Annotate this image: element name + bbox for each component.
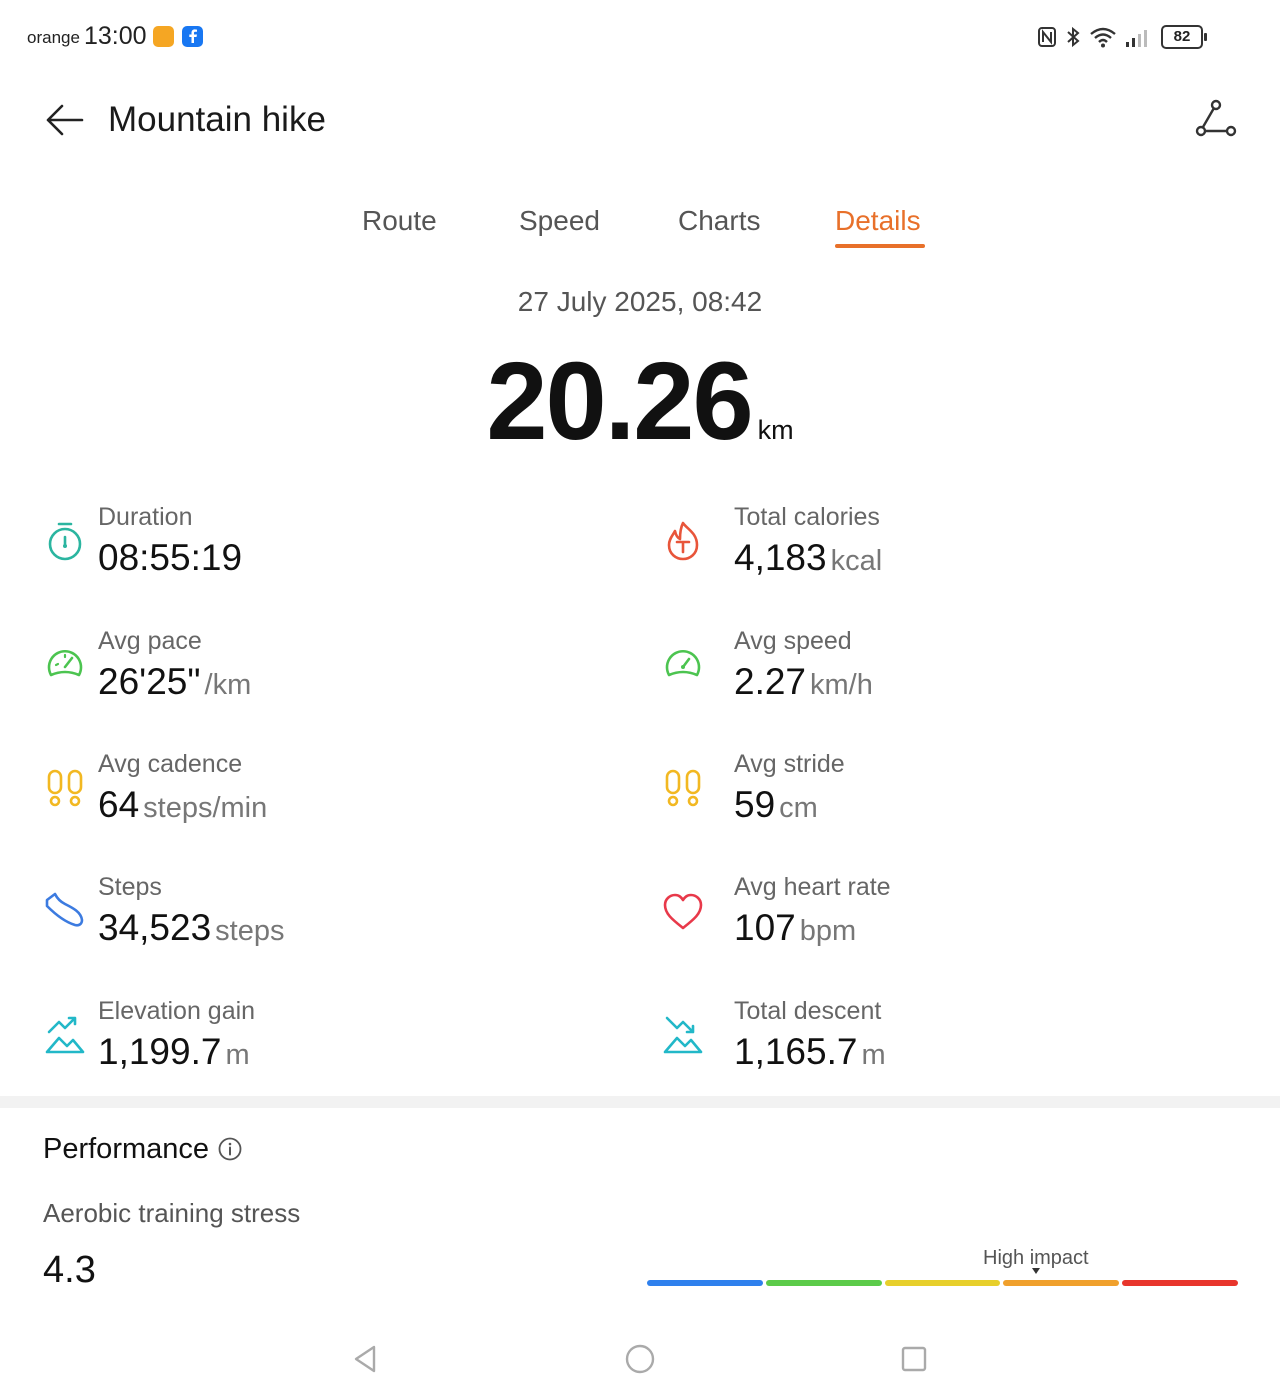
route-button[interactable] <box>1192 98 1240 142</box>
info-icon[interactable] <box>218 1137 242 1161</box>
stopwatch-icon <box>48 522 82 561</box>
distance-value: 20.26 <box>486 340 753 463</box>
impact-level-label: High impact <box>983 1247 1089 1269</box>
stat-value: 1,199.7 m <box>98 1031 250 1072</box>
back-arrow-icon <box>46 104 84 136</box>
stat-label: Duration <box>98 503 193 531</box>
tab-route[interactable]: Route <box>362 205 437 236</box>
status-icons: 82 <box>1037 24 1207 50</box>
section-divider <box>0 1096 1280 1108</box>
nav-home-icon[interactable] <box>624 1343 656 1375</box>
bluetooth-icon <box>1067 26 1080 48</box>
speed-gauge-icon <box>665 649 701 677</box>
tab-speed[interactable]: Speed <box>519 205 600 236</box>
stat-value: 107 bpm <box>734 907 857 948</box>
notification-app-icon <box>153 26 174 47</box>
battery-indicator: 82 <box>1161 25 1207 49</box>
shoe-icon <box>45 892 84 927</box>
stat-value: 59 cm <box>734 784 818 825</box>
scale-segment <box>765 1280 882 1286</box>
back-button[interactable] <box>42 97 88 143</box>
stat-label: Total calories <box>734 503 880 531</box>
heart-icon <box>663 893 703 930</box>
elevation-gain-icon <box>45 1016 85 1054</box>
workout-date: 27 July 2025, 08:42 <box>517 286 763 317</box>
stat-label: Total descent <box>734 997 882 1025</box>
scale-segment <box>647 1280 763 1286</box>
training-stress-scale <box>647 1280 1238 1286</box>
signal-icon <box>1126 30 1147 47</box>
tab-details[interactable]: Details <box>835 205 921 236</box>
performance-title: Performance <box>43 1133 210 1165</box>
aerobic-training-stress-label: Aerobic training stress <box>43 1198 301 1228</box>
descent-icon <box>663 1016 703 1054</box>
aerobic-training-stress-value: 4.3 <box>43 1249 96 1291</box>
distance-unit: km <box>757 415 794 445</box>
stat-label: Avg pace <box>98 627 202 655</box>
stat-value: 26'25"/km <box>98 661 252 702</box>
status-time: 13:00 <box>84 22 147 50</box>
stat-label: Steps <box>98 873 162 901</box>
impact-marker <box>1032 1268 1040 1274</box>
nfc-icon <box>1038 27 1056 47</box>
stat-value: 2.27 km/h <box>734 661 873 702</box>
active-tab-indicator <box>835 244 925 248</box>
stat-value: 4,183 kcal <box>734 537 883 578</box>
stat-value: 64 steps/min <box>98 784 268 825</box>
distance-summary: 20.26 km <box>0 338 1280 465</box>
facebook-icon <box>182 26 203 47</box>
tab-charts[interactable]: Charts <box>678 205 761 236</box>
stat-label: Elevation gain <box>98 997 256 1025</box>
stat-label: Avg speed <box>734 627 852 655</box>
wifi-icon <box>1090 27 1116 48</box>
footprints-icon <box>665 769 701 807</box>
calories-flame-icon <box>667 521 699 561</box>
stat-label: Avg stride <box>734 750 845 778</box>
carrier-name: orange <box>27 28 80 47</box>
nav-back-icon[interactable] <box>352 1344 378 1374</box>
footprints-icon <box>47 769 83 807</box>
scale-segment <box>1122 1280 1238 1286</box>
nav-recents-icon[interactable] <box>900 1345 928 1373</box>
pace-gauge-icon <box>47 649 83 677</box>
stat-label: Avg heart rate <box>734 873 891 901</box>
system-nav-bar <box>0 1322 1280 1394</box>
stat-value: 34,523 steps <box>98 907 285 948</box>
scale-segment <box>884 1280 1001 1286</box>
page-title: Mountain hike <box>108 100 326 139</box>
stat-label: Avg cadence <box>98 750 243 778</box>
route-path-icon <box>1195 99 1237 137</box>
stat-value: 08:55:19 <box>98 537 243 578</box>
stat-value: 1,165.7 m <box>734 1031 886 1072</box>
scale-segment <box>1003 1280 1120 1286</box>
